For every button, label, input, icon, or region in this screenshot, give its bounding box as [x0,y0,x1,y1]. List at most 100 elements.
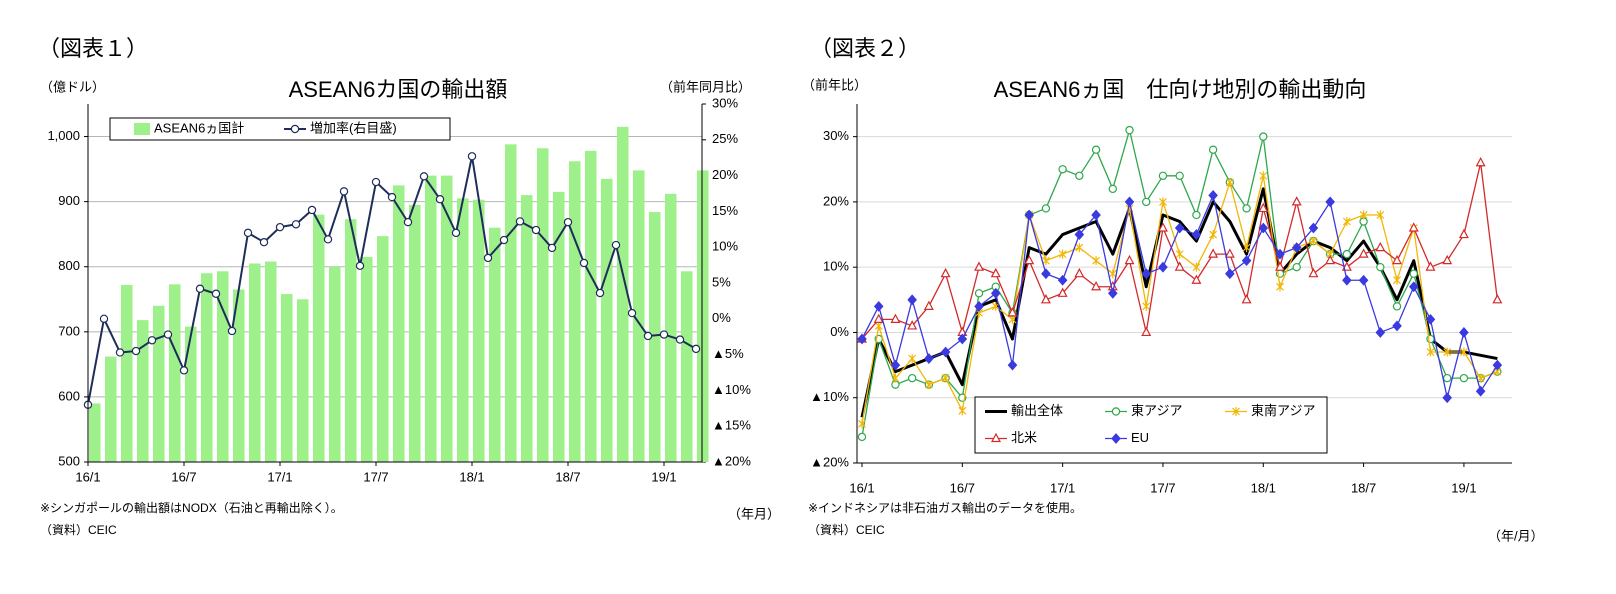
point [595,288,605,298]
point [1459,373,1469,383]
point [1259,171,1268,181]
y2-tick-label: 30% [712,95,738,110]
x-tick-label: 17/7 [363,469,388,484]
point [1142,301,1151,311]
bar [121,284,133,462]
series-line [860,187,1498,418]
legend-box [974,396,1328,454]
y-unit: （億ドル） [40,79,105,94]
source: （資料）CEIC [40,523,117,537]
y-tick-label: 800 [58,258,80,273]
note: ※シンガポールの輸出額はNODX（石油と再輸出除く）。 [40,500,343,515]
point [1325,196,1335,208]
bar [201,273,213,462]
point [1458,228,1469,239]
point [467,152,477,161]
y2-tick-label: ▲15% [712,418,751,433]
point [1375,241,1386,252]
x-tick-label: 16/7 [171,469,196,484]
point [1040,294,1051,304]
y2-tick-label: ▲10% [712,382,751,397]
point [1041,256,1050,266]
x-unit: （年月） [728,506,780,521]
figure-label: （図表２） [810,36,920,61]
point [1091,280,1102,291]
point [1058,249,1067,259]
point [857,333,867,345]
point [1225,177,1234,187]
point [259,237,269,247]
point [1342,216,1351,226]
legend-label: EU [1131,430,1149,445]
x-tick-label: 18/7 [555,469,580,484]
point [1208,189,1218,201]
legend-marker [1232,407,1240,416]
point [1459,327,1469,338]
point [957,333,968,345]
bar [473,199,485,462]
y-tick-label: ▲10% [810,389,849,404]
point [1074,267,1085,278]
point [1492,294,1503,304]
point [1091,145,1101,154]
y-tick-label: ▲20% [810,454,849,469]
point [1107,287,1118,299]
y-unit: （前年比） [802,77,867,92]
point [857,432,867,442]
point [1075,171,1084,180]
bar [361,256,373,462]
point [211,289,221,298]
point [131,346,141,356]
point [974,289,984,298]
point [908,354,917,364]
point [1292,262,1301,272]
point [275,222,285,232]
point [1258,202,1269,213]
point [323,235,333,244]
point [1175,171,1184,180]
y-tick-label: 0% [830,324,849,339]
bar [281,294,293,462]
point [1426,347,1435,357]
bar [265,261,277,462]
bar [537,148,549,462]
note: ※インドネシアは非石油ガス輸出のデータを使用。 [808,500,1082,515]
point [941,373,950,383]
point [1425,313,1436,325]
point [940,267,951,278]
point [339,187,349,196]
legend-label: 北米 [1011,430,1037,445]
legend-marker [1111,433,1121,444]
point [1124,254,1135,265]
point [1259,132,1268,141]
y-tick-label: 20% [823,193,849,208]
y-tick-label: 30% [823,128,849,143]
x-tick-label: 19/1 [651,469,676,484]
point [1309,236,1318,246]
point [1442,392,1453,404]
point [1376,210,1385,220]
source: （資料）CEIC [808,523,885,537]
point [403,217,413,227]
point [115,348,125,357]
figure-label: （図表１） [38,36,148,61]
point [1475,385,1486,397]
legend-label: 東南アジア [1251,403,1315,418]
point [958,406,967,416]
point [1275,248,1285,260]
x-tick-label: 16/7 [950,480,975,495]
point [387,192,397,202]
legend-marker [1111,407,1121,416]
legend-label: 増加率(右目盛) [310,120,397,135]
point [1091,209,1101,221]
point [974,300,984,312]
point [1425,261,1436,271]
point [515,217,525,226]
bar [409,204,421,462]
point [1191,274,1202,284]
x-tick-label: 17/1 [267,469,292,484]
point [1209,230,1218,240]
point [1074,229,1085,240]
point [1057,287,1068,297]
